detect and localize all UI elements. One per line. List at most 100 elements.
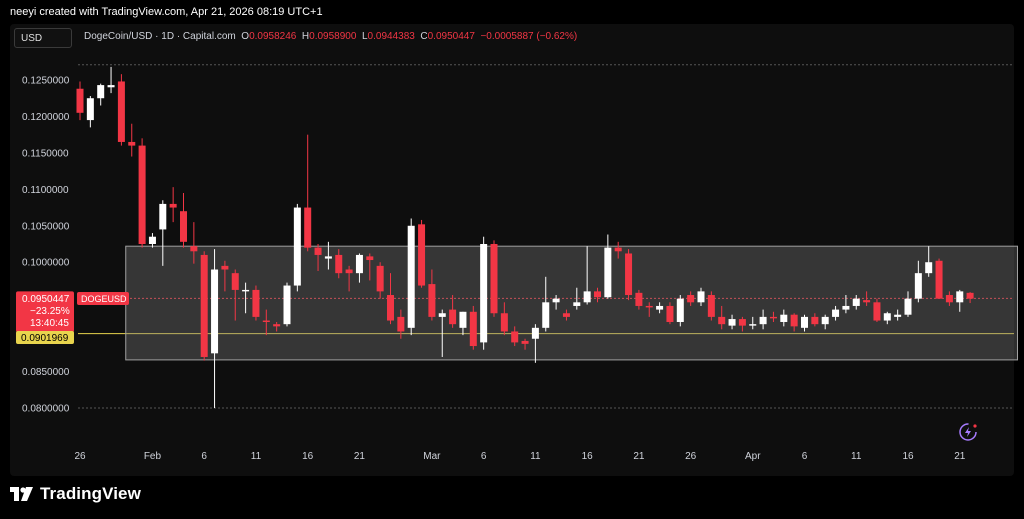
x-axis-tick-label: 11 [530,451,541,462]
candle-body [666,305,674,322]
candle [759,309,767,330]
candle-body [790,314,798,327]
candle-body [469,311,477,347]
candle [138,138,146,248]
close-value: 0.0950447 [427,31,475,42]
candle-body [852,298,860,306]
candle [469,305,477,350]
candle [511,326,519,347]
candle-body [842,305,850,310]
candle-body [459,311,467,328]
candle-body [645,305,653,308]
price-tag-change: −23.25% [30,306,70,317]
x-axis-tick-label: 6 [201,451,207,462]
candle [314,244,322,271]
candle [128,123,136,157]
candle-body [76,88,84,113]
candle-body [966,292,974,299]
y-axis-tick-label: 0.1150000 [22,148,69,159]
candle-body [428,284,436,317]
y-axis-tick-label: 0.0850000 [22,367,70,378]
candle [625,249,633,301]
candle [221,260,229,292]
x-axis-tick-label: 21 [954,451,966,462]
high-label: H [301,31,310,42]
candle [324,241,332,270]
candle-body [480,244,488,343]
candle [459,311,467,336]
candle-body [914,273,922,299]
y-axis-tick-label: 0.0800000 [22,404,70,415]
tradingview-logo-icon [10,487,33,501]
currency-button[interactable]: USD [14,28,72,48]
high-value: 0.0958900 [309,31,357,42]
close-label: C [420,31,428,42]
candle [387,273,394,325]
candle [345,265,353,292]
candle-body [117,81,125,142]
support-tag-value: 0.0901969 [21,333,69,344]
candle-body [418,224,426,286]
candle [490,240,498,317]
candle-body [945,295,953,303]
tradingview-logo: TradingView [10,484,141,504]
change-value: −0.0005887 (−0.62%) [480,31,578,42]
candle [873,298,881,322]
candle [438,309,446,357]
candle [832,305,840,321]
candle [242,282,250,314]
open-value: 0.0958246 [249,31,297,42]
candle [728,314,736,330]
candle-body [231,273,239,290]
y-axis-tick-label: 0.1200000 [22,112,70,123]
lightning-icon[interactable] [959,423,977,441]
candle [86,96,94,128]
candle [159,200,167,266]
candle [656,302,664,314]
candle-body [355,254,363,274]
candle [883,311,891,325]
candle-body [221,265,229,270]
candle [769,311,777,322]
candle-body [345,269,353,274]
candle [852,295,860,310]
candle [925,246,933,277]
candle [428,269,436,321]
candle-body [594,291,601,298]
candle-body [387,295,394,321]
x-axis-tick-label: 6 [481,451,487,462]
candle [935,258,943,299]
candle-body [324,256,332,259]
candle-body [86,98,94,121]
candle-body [728,319,736,326]
candle-body [583,291,591,303]
candle-body [832,309,840,317]
candle-body [376,265,384,292]
x-axis-tick-label: 16 [902,451,914,462]
price-tag-countdown: 13:40:45 [30,318,69,329]
low-value: 0.0944383 [367,31,415,42]
candle-body [273,324,281,327]
candle [200,251,208,361]
candle-body [449,309,457,325]
candle-body [749,324,757,326]
candle-body [552,298,560,303]
candle-body [190,246,198,252]
candle-body [304,207,312,248]
candle-body [604,247,612,298]
candle [583,246,591,305]
candle-body [107,85,115,88]
candle-body [438,313,446,317]
y-axis-tick-label: 0.1000000 [22,258,70,269]
x-axis-tick-label: 11 [251,451,262,462]
symbol-label: DogeCoin/USD · 1D · Capital.com [84,31,236,42]
x-axis-tick-label: 26 [685,451,697,462]
candle [635,289,643,310]
candle [148,233,156,248]
candle [169,187,177,223]
candle [480,236,488,350]
candle [604,234,612,299]
candle [211,249,219,408]
candle [645,302,653,317]
